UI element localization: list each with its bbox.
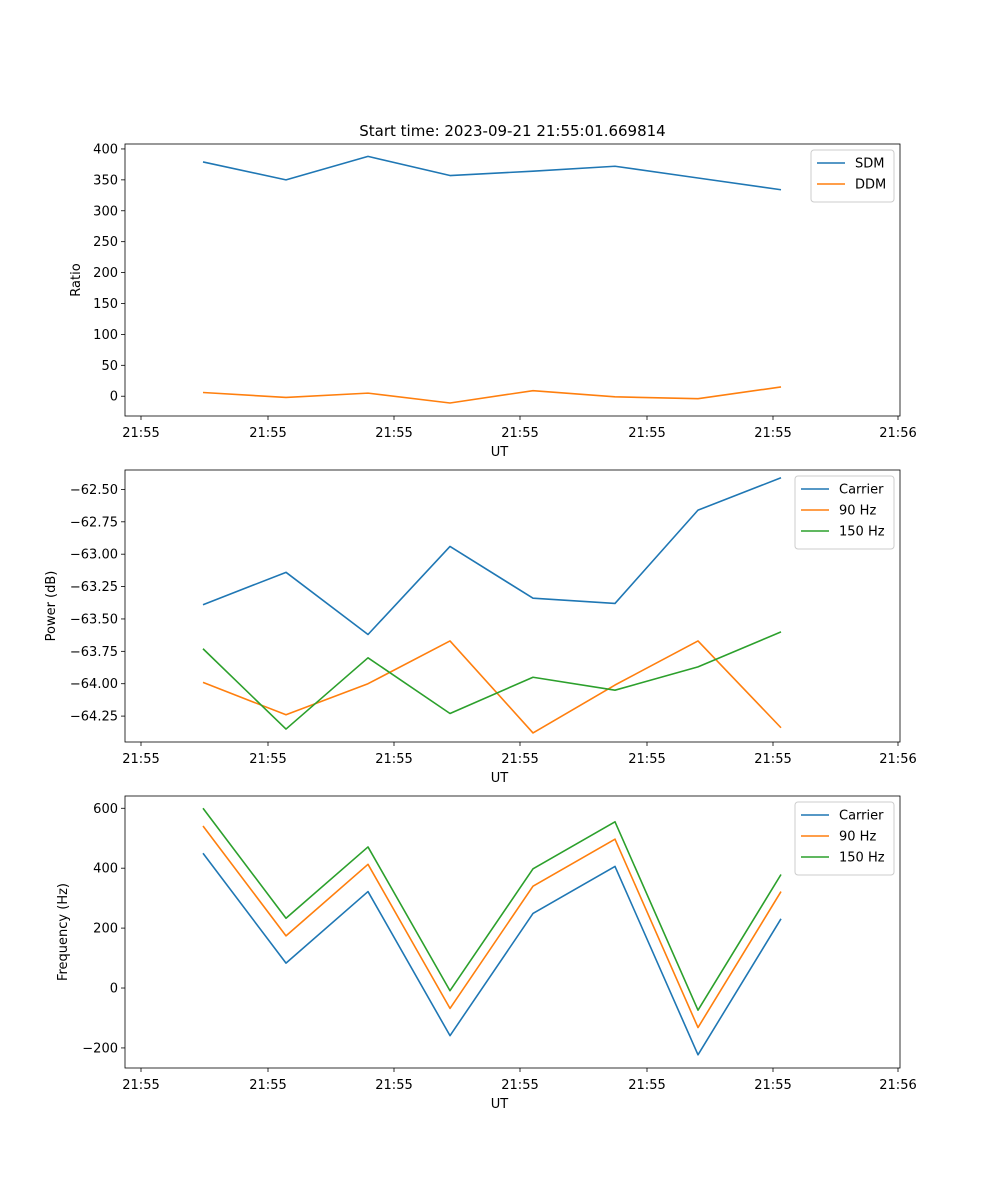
y-tick-label: −63.00 <box>70 548 118 563</box>
y-axis-label: Ratio <box>69 263 84 296</box>
y-tick-label: 150 <box>93 297 118 312</box>
legend-label: SDM <box>855 157 884 172</box>
x-tick-label: 21:55 <box>754 426 791 441</box>
chart-title: Start time: 2023-09-21 21:55:01.669814 <box>359 122 665 140</box>
x-tick-label: 21:56 <box>879 426 916 441</box>
x-axis-label: UT <box>491 445 509 460</box>
y-tick-label: 0 <box>110 982 118 997</box>
x-tick-label: 21:55 <box>375 1078 412 1093</box>
x-tick-label: 21:56 <box>879 752 916 767</box>
x-axis-label: UT <box>491 1097 509 1112</box>
y-tick-label: 250 <box>93 235 118 250</box>
y-tick-label: 600 <box>93 802 118 817</box>
series-line-90-hz <box>202 825 782 1029</box>
x-tick-label: 21:55 <box>628 1078 665 1093</box>
y-tick-label: −63.75 <box>70 645 118 660</box>
x-tick-label: 21:55 <box>754 752 791 767</box>
x-tick-label: 21:55 <box>501 426 538 441</box>
y-tick-label: 200 <box>93 922 118 937</box>
legend-label: Carrier <box>839 483 884 498</box>
x-tick-label: 21:55 <box>375 752 412 767</box>
x-tick-label: 21:55 <box>628 752 665 767</box>
x-axis-label: UT <box>491 771 509 786</box>
y-tick-label: 300 <box>93 204 118 219</box>
legend-label: DDM <box>855 178 886 193</box>
x-tick-label: 21:56 <box>879 1078 916 1093</box>
y-tick-label: 50 <box>101 359 118 374</box>
x-tick-label: 21:55 <box>122 1078 159 1093</box>
y-tick-label: −63.25 <box>70 580 118 595</box>
legend-label: 150 Hz <box>839 525 885 540</box>
y-tick-label: 200 <box>93 266 118 281</box>
x-tick-label: 21:55 <box>249 426 286 441</box>
series-line-ddm <box>202 386 782 404</box>
y-axis-label: Power (dB) <box>44 571 59 642</box>
x-tick-label: 21:55 <box>754 1078 791 1093</box>
legend-label: 90 Hz <box>839 504 876 519</box>
y-tick-label: 0 <box>110 390 118 405</box>
x-tick-label: 21:55 <box>628 426 665 441</box>
plot-frame <box>124 143 901 417</box>
y-tick-label: −64.00 <box>70 677 118 692</box>
x-tick-label: 21:55 <box>375 426 412 441</box>
series-line-carrier <box>202 852 782 1056</box>
y-tick-label: −64.25 <box>70 710 118 725</box>
plot-frame <box>124 469 901 743</box>
series-line-sdm <box>202 155 782 191</box>
legend-label: 90 Hz <box>839 830 876 845</box>
x-tick-label: 21:55 <box>501 1078 538 1093</box>
x-tick-label: 21:55 <box>501 752 538 767</box>
y-tick-label: −62.50 <box>70 483 118 498</box>
y-tick-label: −200 <box>82 1041 118 1056</box>
plot-frame <box>124 795 901 1069</box>
y-tick-label: 400 <box>93 142 118 157</box>
series-line-carrier <box>202 477 782 636</box>
series-line-150-hz <box>202 807 782 1011</box>
y-axis-label: Frequency (Hz) <box>56 883 71 981</box>
x-tick-label: 21:55 <box>249 1078 286 1093</box>
x-tick-label: 21:55 <box>122 426 159 441</box>
y-tick-label: 350 <box>93 173 118 188</box>
subplot-2: −64.25 −64.00 −63.75 −63.50 −63.25 −63.00 −62.… <box>44 469 917 786</box>
series-line-150-hz <box>202 631 782 730</box>
y-tick-label: −62.75 <box>70 515 118 530</box>
x-tick-label: 21:55 <box>122 752 159 767</box>
y-tick-label: 400 <box>93 862 118 877</box>
legend-label: 150 Hz <box>839 851 885 866</box>
series-line-90-hz <box>202 640 782 734</box>
x-tick-label: 21:55 <box>249 752 286 767</box>
y-tick-label: 100 <box>93 328 118 343</box>
subplot-3: −200 0 200 400 600 21:55 21:55 21:55 21:55 21:55 2… <box>56 795 917 1112</box>
subplot-1: Start time: 2023-09-21 21:55:01.669814 0 5… <box>69 122 917 460</box>
legend-label: Carrier <box>839 809 884 824</box>
y-tick-label: −63.50 <box>70 612 118 627</box>
